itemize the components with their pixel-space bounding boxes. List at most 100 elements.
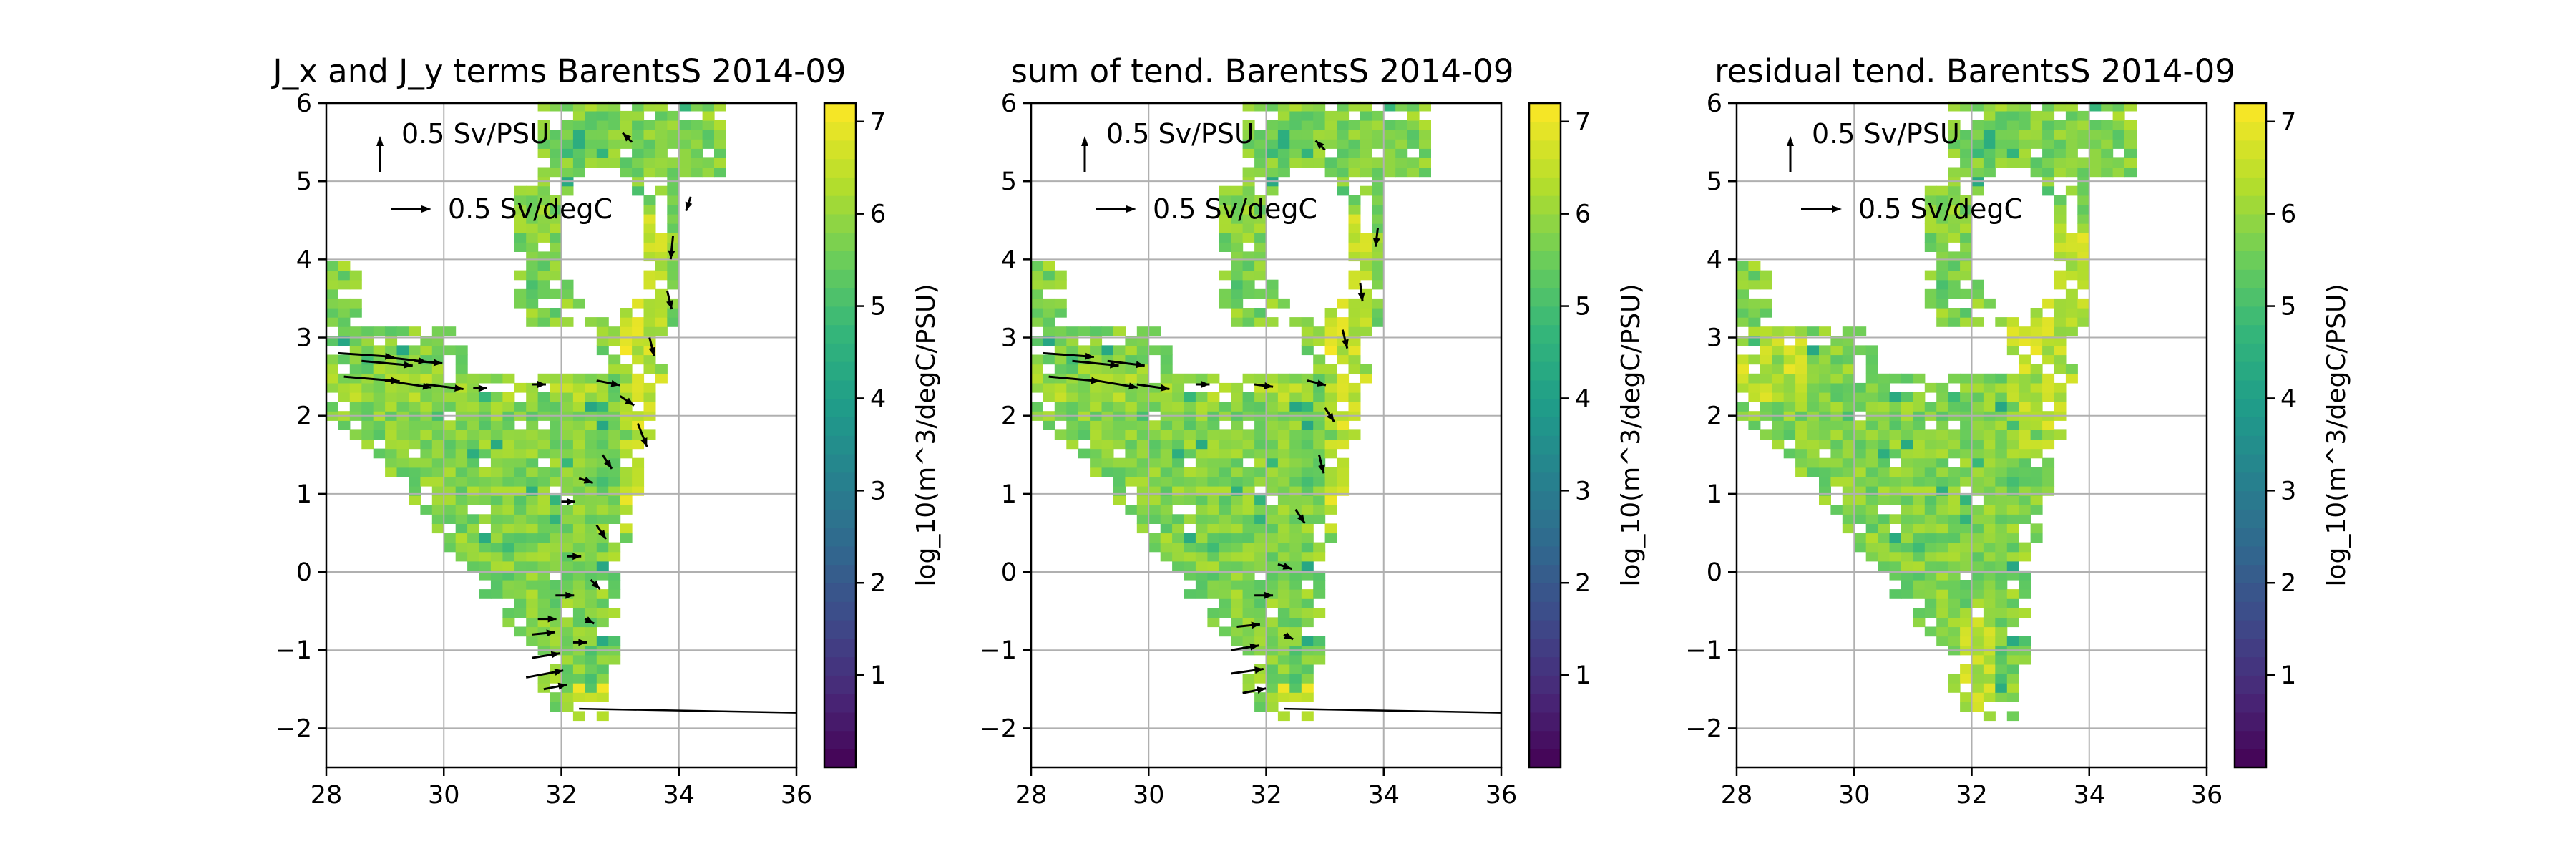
heatmap-cell	[2054, 270, 2067, 281]
heatmap-cell	[1125, 354, 1138, 365]
heatmap-cell	[526, 270, 539, 281]
heatmap-cell	[1854, 457, 1867, 468]
heatmap-cell	[572, 542, 585, 553]
heatmap-cell	[526, 439, 539, 450]
heatmap-cell	[1936, 495, 1949, 505]
heatmap-cell	[338, 298, 351, 309]
heatmap-cell	[1913, 448, 1926, 459]
heatmap-cell	[1289, 430, 1302, 440]
heatmap-cell	[550, 560, 562, 571]
colorbar-band	[824, 287, 856, 307]
heatmap-cell	[1983, 298, 1996, 309]
heatmap-cell	[1948, 288, 1961, 299]
heatmap-cell	[702, 130, 715, 140]
colorbar-tick-label: 1	[1575, 661, 1591, 690]
heatmap-cell	[1337, 298, 1350, 309]
heatmap-cell	[409, 476, 421, 487]
heatmap-cell	[1983, 148, 1996, 158]
heatmap-cell	[537, 551, 550, 562]
heatmap-cell	[1078, 402, 1091, 412]
heatmap-cell	[1242, 223, 1255, 233]
quiver-arrow	[1357, 282, 1365, 302]
heatmap-cell	[1960, 523, 1973, 534]
heatmap-cell	[349, 345, 362, 356]
heatmap-cell	[349, 382, 362, 393]
heatmap-cell	[643, 326, 656, 336]
heatmap-cell	[1125, 364, 1138, 374]
heatmap-cell	[326, 402, 338, 412]
colorbar-band	[1529, 361, 1561, 381]
heatmap-cell	[1207, 589, 1220, 599]
heatmap-cell	[490, 551, 503, 562]
heatmap-cell	[596, 664, 609, 674]
heatmap-cell	[455, 476, 468, 487]
heatmap-cell	[1842, 523, 1855, 534]
heatmap-cell	[1172, 476, 1185, 487]
heatmap-cell	[2124, 167, 2137, 178]
heatmap-cell	[2030, 120, 2043, 130]
heatmap-cell	[1830, 336, 1843, 346]
heatmap-cell	[2006, 448, 2019, 459]
heatmap-cell	[514, 598, 527, 608]
heatmap-cell	[1231, 505, 1244, 515]
heatmap-cell	[1348, 336, 1361, 346]
colorbar-band	[1529, 712, 1561, 732]
heatmap-cell	[1971, 692, 1984, 702]
y-tick-label: 0	[1707, 558, 1722, 587]
heatmap-cell	[2101, 148, 2114, 158]
quiver-arrow	[619, 395, 635, 407]
heatmap-cell	[1219, 223, 1231, 233]
heatmap-cell	[561, 542, 574, 553]
colorbar-band	[1529, 472, 1561, 492]
heatmap-cell	[1090, 382, 1103, 393]
heatmap-cell	[1266, 551, 1279, 562]
heatmap-cell	[373, 402, 386, 412]
heatmap-cell	[1383, 139, 1396, 149]
heatmap-cell	[1995, 457, 2008, 468]
heatmap-cell	[444, 345, 457, 356]
heatmap-cell	[1207, 523, 1220, 534]
heatmap-cell	[349, 298, 362, 309]
heatmap-cell	[1254, 439, 1267, 450]
heatmap-cell	[1195, 420, 1208, 430]
heatmap-cell	[2065, 110, 2078, 121]
y-tick-label: 0	[296, 558, 312, 587]
heatmap-cell	[585, 373, 597, 384]
heatmap-cell	[1148, 514, 1161, 524]
heatmap-cell	[514, 402, 527, 412]
heatmap-cell	[1195, 476, 1208, 487]
heatmap-cell	[1995, 505, 2008, 515]
heatmap-cell	[1078, 430, 1091, 440]
heatmap-cell	[526, 617, 539, 628]
heatmap-cell	[561, 505, 574, 515]
heatmap-cell	[1242, 204, 1255, 215]
heatmap-cell	[2054, 233, 2067, 243]
heatmap-cell	[643, 364, 656, 374]
heatmap-cell	[1924, 589, 1937, 599]
heatmap-cell	[502, 608, 515, 618]
heatmap-cell	[1842, 402, 1855, 412]
heatmap-cell	[1231, 204, 1244, 215]
heatmap-cell	[1172, 457, 1185, 468]
heatmap-cell	[1277, 110, 1290, 121]
heatmap-cell	[643, 402, 656, 412]
heatmap-cell	[1783, 345, 1796, 356]
heatmap-cell	[691, 157, 703, 168]
heatmap-cell	[2006, 711, 2019, 722]
heatmap-cell	[1324, 533, 1337, 543]
heatmap-cell	[431, 505, 444, 515]
heatmap-cell	[2042, 354, 2055, 365]
heatmap-cell	[1148, 439, 1161, 450]
heatmap-cell	[1254, 270, 1267, 281]
colorbar-band	[2235, 472, 2266, 492]
heatmap-cell	[561, 617, 574, 628]
heatmap-cell	[1242, 120, 1255, 130]
heatmap-cell	[1983, 130, 1996, 140]
heatmap-cell	[479, 542, 492, 553]
heatmap-cell	[1960, 692, 1973, 702]
heatmap-cell	[1407, 139, 1420, 149]
heatmap-cell	[1231, 467, 1244, 477]
heatmap-cell	[1936, 204, 1949, 215]
heatmap-cell	[1407, 110, 1420, 121]
heatmap-cell	[1289, 130, 1302, 140]
